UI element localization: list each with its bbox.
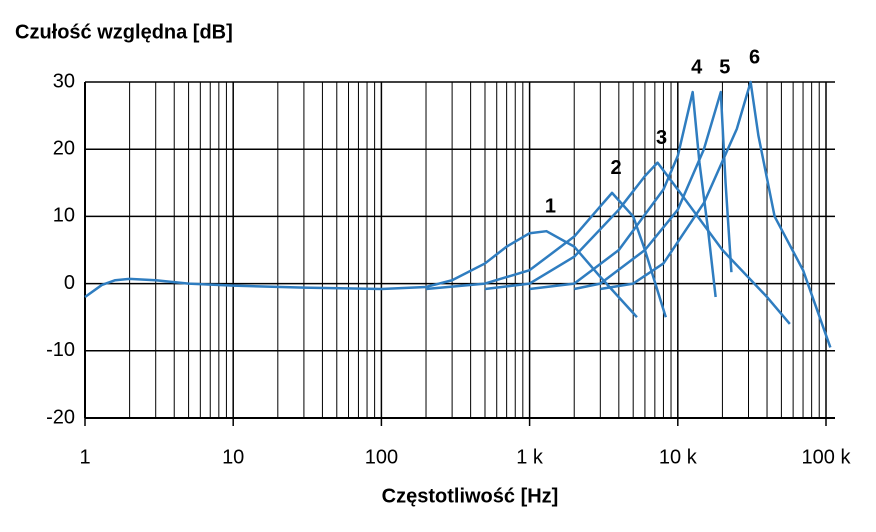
curve-label: 6	[749, 46, 760, 68]
series-line	[573, 90, 733, 291]
y-tick-label: 10	[53, 205, 75, 227]
y-tick-label: -20	[46, 406, 75, 428]
x-tick-label: 1	[79, 446, 90, 468]
series-line	[600, 80, 832, 348]
x-tick-label: 1 k	[516, 446, 544, 468]
curve-label: 5	[719, 56, 730, 78]
x-tick-label: 10 k	[659, 446, 698, 468]
x-axis-label: Częstotliwość [Hz]	[382, 485, 559, 507]
y-tick-label: 20	[53, 137, 75, 159]
curve-label: 4	[691, 56, 703, 78]
series-line	[425, 191, 668, 318]
y-tick-label: 0	[64, 272, 75, 294]
x-tick-label: 100	[365, 446, 398, 468]
chart-title: Czułość względna [dB]	[15, 21, 233, 43]
series-line	[84, 229, 638, 319]
y-tick-label: 30	[53, 70, 75, 92]
curve-label: 1	[545, 195, 556, 217]
x-tick-label: 10	[222, 446, 244, 468]
y-tick-label: -10	[46, 339, 75, 361]
x-tick-label: 100 k	[802, 446, 852, 468]
curve-label: 3	[656, 127, 667, 149]
series-line	[529, 90, 717, 298]
curve-label: 2	[610, 157, 621, 179]
series-line	[484, 161, 791, 325]
